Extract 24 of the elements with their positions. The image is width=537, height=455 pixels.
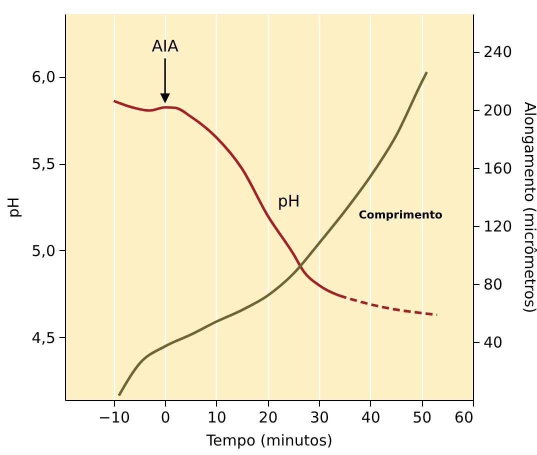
x-tick-label: 20 [258, 408, 278, 426]
y-axis-title: pH [4, 197, 23, 218]
y-tick-label: 5,5 [32, 155, 56, 174]
x-tick-label: 40 [361, 408, 380, 426]
y2-tick-label: 200 [484, 101, 512, 120]
y2-tick-label: 160 [484, 159, 512, 178]
y2-tick-label: 120 [484, 217, 512, 236]
x-tick-label: −10 [98, 408, 130, 426]
y2-tick-label: 80 [484, 275, 503, 294]
y-tick-label: 4,5 [32, 328, 56, 347]
y2-tick-label: 40 [484, 333, 503, 352]
x-tick-label: 30 [310, 408, 330, 426]
x-tick-label: 0 [160, 408, 170, 426]
x-axis-title: Tempo (minutos) [205, 432, 333, 450]
annotation: AIA [152, 36, 178, 56]
x-tick-label: 60 [454, 408, 474, 426]
y2-tick-label: 240 [484, 43, 512, 62]
y2-axis-title: Alongamento (micrômetros) [521, 102, 537, 314]
y-tick-label: 6,0 [32, 68, 56, 86]
x-tick-label: 10 [207, 408, 226, 426]
series-label: Comprimento [358, 208, 443, 222]
series-label: pH [278, 192, 300, 211]
y-tick-label: 5,0 [32, 242, 56, 260]
x-tick-label: 50 [412, 408, 432, 426]
